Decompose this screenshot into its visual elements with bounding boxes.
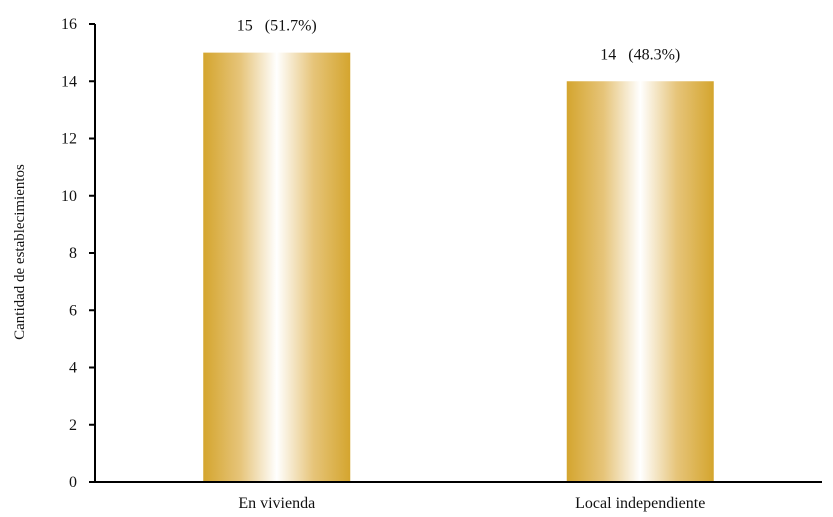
y-axis-title: Cantidad de establecimientos: [12, 164, 28, 340]
bars-group: [203, 52, 714, 482]
y-tick-label: 6: [69, 302, 77, 319]
y-tick-label: 16: [61, 16, 77, 33]
y-tick-label: 0: [69, 474, 77, 491]
bar-2: [566, 81, 714, 482]
y-tick-label: 8: [69, 245, 77, 262]
y-tick-label: 14: [61, 73, 77, 90]
x-tick-label: En vivienda: [238, 495, 315, 512]
axes-group: [89, 23, 822, 483]
y-tick-label: 2: [69, 417, 77, 434]
labels-group: En vivienda 15 (51.7%) Local independiente…: [61, 16, 705, 512]
y-tick-label: 4: [69, 360, 77, 377]
x-tick-label: Local independiente: [575, 495, 705, 512]
y-tick-label: 12: [61, 131, 77, 148]
y-tick-label: 10: [61, 188, 77, 205]
bar-1: [203, 52, 351, 482]
data-label: 15 (51.7%): [237, 18, 317, 35]
data-label: 14 (48.3%): [600, 46, 680, 63]
